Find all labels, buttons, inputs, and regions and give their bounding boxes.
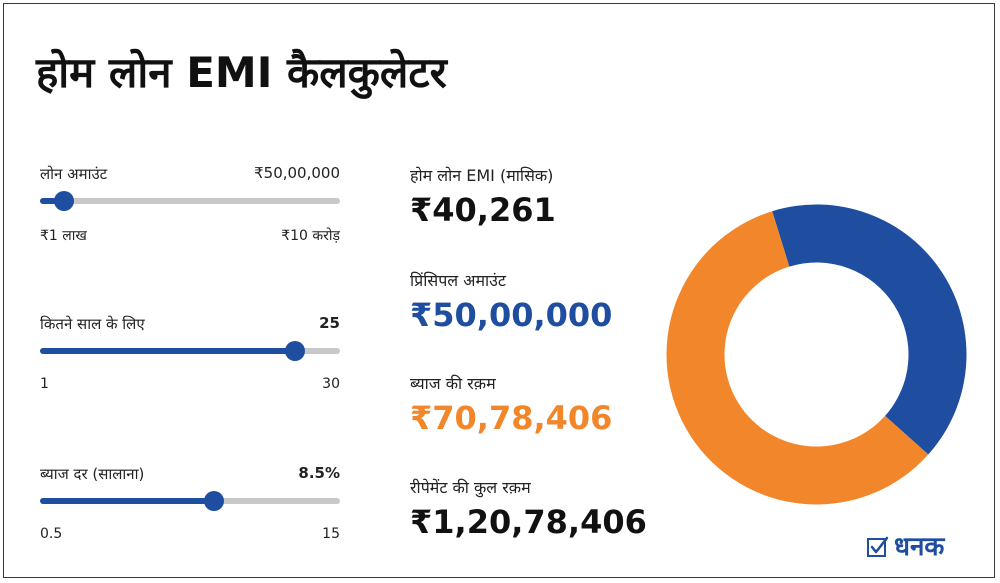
emi-label: होम लोन EMI (मासिक) (410, 166, 554, 185)
slider-max-label: 30 (322, 376, 340, 392)
slider-track[interactable] (40, 341, 340, 361)
donut-slice-interest (666, 211, 929, 505)
checkbox-check-icon (867, 536, 889, 557)
slider-thumb[interactable] (285, 341, 305, 361)
slider-max-label: 15 (322, 526, 340, 542)
slider-fill (40, 498, 214, 504)
slider-max-label: ₹10 करोड़ (281, 228, 340, 244)
donut-slice-principal (772, 204, 967, 455)
principal-value: ₹50,00,000 (410, 296, 613, 334)
emi-value: ₹40,261 (410, 191, 556, 229)
slider-value: ₹50,00,000 (254, 164, 340, 182)
calculator-card: होम लोन EMI कैलकुलेटर लोन अमाउंट ₹50,00,… (3, 3, 995, 578)
slider-track[interactable] (40, 191, 340, 211)
slider-label: कितने साल के लिए (40, 315, 145, 333)
total-label: रीपेमेंट की कुल रक़म (410, 478, 531, 497)
total-value: ₹1,20,78,406 (410, 503, 647, 541)
brand-name: धनक (894, 532, 945, 562)
slider-label: ब्याज दर (सालाना) (40, 465, 145, 483)
slider-track[interactable] (40, 491, 340, 511)
slider-fill (40, 348, 295, 354)
emi-breakup-donut-chart (666, 204, 967, 505)
slider-min-label: 1 (40, 376, 49, 392)
slider-label: लोन अमाउंट (40, 165, 108, 183)
slider-thumb[interactable] (204, 491, 224, 511)
interest-label: ब्याज की रक़म (410, 374, 496, 393)
total-result: रीपेमेंट की कुल रक़म ₹1,20,78,406 (410, 476, 647, 538)
slider-value: 25 (319, 314, 340, 332)
slider-min-label: ₹1 लाख (40, 228, 87, 244)
principal-result: प्रिंसिपल अमाउंट ₹50,00,000 (410, 269, 612, 331)
principal-label: प्रिंसिपल अमाउंट (410, 271, 506, 290)
slider-value: 8.5% (298, 464, 340, 482)
slider-fill (40, 198, 64, 204)
slider-thumb[interactable] (54, 191, 74, 211)
interest-result: ब्याज की रक़म ₹70,78,406 (410, 372, 612, 434)
brand-logo: धनक (866, 534, 944, 560)
slider-min-label: 0.5 (40, 526, 63, 542)
page-title: होम लोन EMI कैलकुलेटर (36, 48, 447, 97)
interest-value: ₹70,78,406 (410, 399, 613, 437)
emi-result: होम लोन EMI (मासिक) ₹40,261 (410, 164, 556, 226)
